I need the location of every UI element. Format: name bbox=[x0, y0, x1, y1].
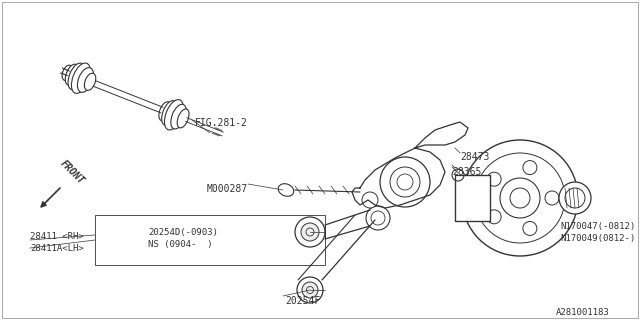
Circle shape bbox=[559, 182, 591, 214]
Text: 28411A<LH>: 28411A<LH> bbox=[30, 244, 84, 253]
Ellipse shape bbox=[159, 102, 171, 121]
Circle shape bbox=[487, 172, 501, 186]
Text: 20254D(-0903): 20254D(-0903) bbox=[148, 228, 218, 237]
Text: FIG.281-2: FIG.281-2 bbox=[195, 118, 248, 128]
Ellipse shape bbox=[297, 277, 323, 303]
Text: N170047(-0812): N170047(-0812) bbox=[560, 222, 636, 231]
Text: M000287: M000287 bbox=[207, 184, 248, 194]
Circle shape bbox=[366, 206, 390, 230]
Text: NS (0904-  ): NS (0904- ) bbox=[148, 240, 212, 249]
Ellipse shape bbox=[162, 101, 177, 125]
Circle shape bbox=[452, 169, 464, 181]
Ellipse shape bbox=[72, 63, 90, 93]
Ellipse shape bbox=[65, 64, 78, 85]
Text: N170049(0812-): N170049(0812-) bbox=[560, 234, 636, 243]
Circle shape bbox=[487, 210, 501, 224]
Bar bbox=[455, 175, 490, 221]
Circle shape bbox=[380, 157, 430, 207]
Circle shape bbox=[545, 191, 559, 205]
Text: 28365: 28365 bbox=[452, 167, 481, 177]
Circle shape bbox=[362, 192, 378, 208]
Ellipse shape bbox=[171, 104, 186, 129]
Ellipse shape bbox=[302, 282, 318, 298]
Text: 20254F: 20254F bbox=[285, 296, 320, 306]
Ellipse shape bbox=[62, 65, 72, 80]
Ellipse shape bbox=[295, 217, 325, 247]
Bar bbox=[95, 215, 325, 265]
Text: FRONT: FRONT bbox=[58, 158, 86, 186]
Ellipse shape bbox=[164, 100, 184, 130]
Text: 28473: 28473 bbox=[460, 152, 490, 162]
Circle shape bbox=[523, 161, 537, 175]
Ellipse shape bbox=[278, 184, 294, 196]
Text: A281001183: A281001183 bbox=[556, 308, 610, 317]
Ellipse shape bbox=[301, 223, 319, 241]
Circle shape bbox=[462, 140, 578, 256]
Ellipse shape bbox=[77, 68, 93, 92]
Ellipse shape bbox=[68, 63, 84, 90]
Ellipse shape bbox=[177, 109, 189, 128]
Text: 28411 <RH>: 28411 <RH> bbox=[30, 232, 84, 241]
Ellipse shape bbox=[84, 73, 96, 90]
Circle shape bbox=[523, 221, 537, 236]
